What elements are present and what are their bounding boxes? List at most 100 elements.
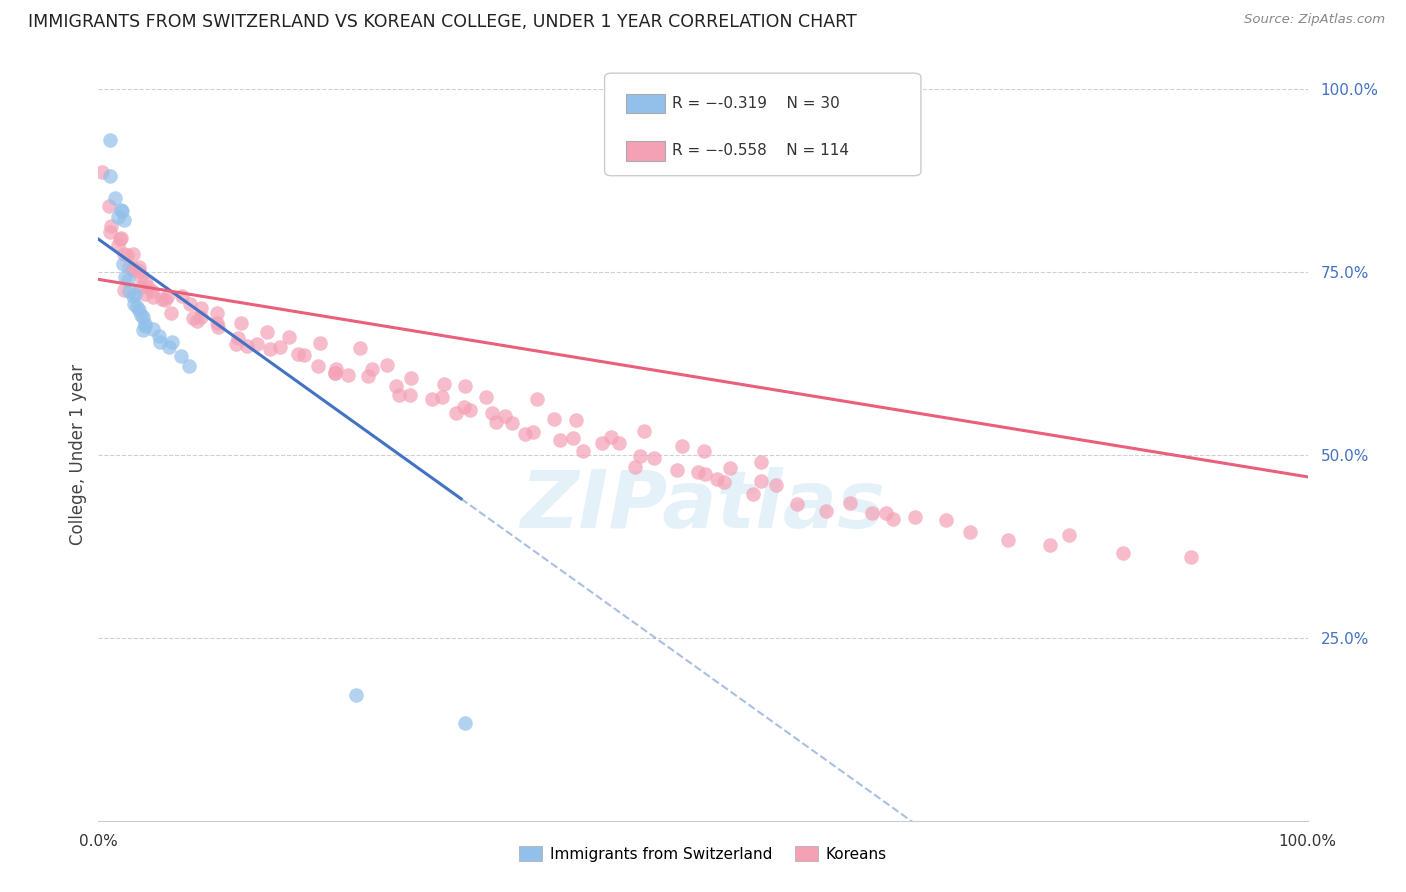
Point: [183, 311, 205, 326]
Point: [1039, 538, 1062, 552]
Point: [522, 425, 544, 440]
Text: R = −-0.558    N = 114: R = −-0.558 N = 114: [672, 144, 849, 158]
Point: [294, 348, 316, 362]
Point: [118, 260, 141, 274]
Point: [269, 340, 291, 354]
Point: [494, 409, 516, 423]
Point: [134, 318, 156, 333]
Point: [110, 202, 132, 217]
Point: [150, 292, 173, 306]
Point: [207, 319, 229, 334]
Point: [349, 342, 371, 356]
Point: [609, 435, 631, 450]
Point: [148, 335, 170, 350]
Point: [112, 213, 135, 227]
Point: [485, 415, 508, 429]
Point: [160, 334, 183, 349]
Point: [839, 496, 862, 510]
Point: [110, 231, 132, 245]
Point: [172, 289, 194, 303]
Text: Source: ZipAtlas.com: Source: ZipAtlas.com: [1244, 13, 1385, 27]
Point: [481, 406, 503, 420]
Point: [718, 461, 741, 475]
Point: [526, 392, 548, 406]
Text: R = −-0.319    N = 30: R = −-0.319 N = 30: [672, 96, 839, 111]
Point: [543, 412, 565, 426]
Point: [474, 390, 496, 404]
Point: [454, 716, 477, 731]
Point: [136, 280, 159, 294]
Point: [287, 347, 309, 361]
Point: [159, 306, 181, 320]
Point: [179, 297, 201, 311]
Point: [132, 323, 155, 337]
Point: [513, 427, 536, 442]
Point: [357, 368, 380, 383]
Point: [562, 431, 585, 445]
Point: [118, 284, 141, 298]
Point: [107, 210, 129, 224]
Text: IMMIGRANTS FROM SWITZERLAND VS KOREAN COLLEGE, UNDER 1 YEAR CORRELATION CHART: IMMIGRANTS FROM SWITZERLAND VS KOREAN CO…: [28, 13, 856, 31]
Point: [399, 371, 422, 385]
Point: [142, 290, 165, 304]
Point: [226, 331, 249, 345]
Point: [236, 339, 259, 353]
Point: [112, 257, 135, 271]
Point: [1057, 528, 1080, 542]
Legend: Immigrants from Switzerland, Koreans: Immigrants from Switzerland, Koreans: [513, 839, 893, 868]
Point: [935, 513, 957, 527]
Point: [882, 512, 904, 526]
Point: [132, 310, 155, 324]
Point: [112, 247, 135, 261]
Point: [134, 317, 156, 331]
Point: [229, 316, 252, 330]
Point: [117, 273, 139, 287]
Point: [177, 359, 200, 373]
Point: [666, 462, 689, 476]
Point: [686, 465, 709, 479]
Point: [695, 467, 717, 481]
Point: [91, 165, 114, 179]
Point: [124, 287, 146, 301]
Point: [325, 366, 347, 380]
Point: [131, 308, 153, 322]
Point: [141, 284, 163, 298]
Point: [997, 533, 1019, 547]
Point: [904, 509, 927, 524]
Point: [142, 322, 165, 336]
Point: [375, 358, 398, 372]
Point: [246, 336, 269, 351]
Point: [114, 270, 136, 285]
Point: [259, 343, 281, 357]
Point: [742, 487, 765, 501]
Text: ZIPatlas: ZIPatlas: [520, 467, 886, 545]
Point: [786, 497, 808, 511]
Point: [129, 269, 152, 284]
Point: [633, 425, 655, 439]
Point: [112, 283, 135, 297]
Point: [205, 316, 228, 330]
Point: [100, 219, 122, 233]
Point: [959, 525, 981, 540]
Point: [591, 436, 613, 450]
Point: [104, 191, 127, 205]
Point: [444, 406, 467, 420]
Point: [98, 133, 121, 147]
Point: [129, 280, 152, 294]
Point: [115, 247, 138, 261]
Point: [501, 417, 523, 431]
Point: [107, 238, 129, 252]
Point: [453, 379, 475, 393]
Point: [432, 390, 454, 404]
Point: [205, 306, 228, 320]
Point: [815, 504, 838, 518]
Point: [599, 430, 621, 444]
Point: [121, 246, 143, 260]
Point: [323, 366, 346, 380]
Point: [706, 472, 728, 486]
Point: [420, 392, 443, 406]
Point: [765, 478, 787, 492]
Point: [128, 303, 150, 318]
Point: [643, 451, 665, 466]
Point: [98, 225, 121, 239]
